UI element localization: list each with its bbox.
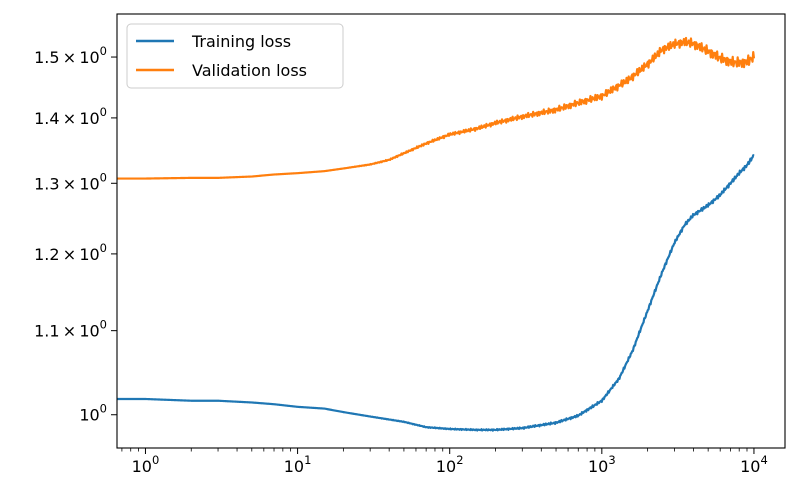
series-line-1 bbox=[116, 154, 755, 432]
series-layer bbox=[116, 36, 756, 432]
x-tick-label: 102 bbox=[436, 453, 464, 476]
y-tick-label: 1.4 × 100 bbox=[34, 105, 107, 128]
series-line-2 bbox=[116, 36, 756, 180]
y-tick-label: 1.1 × 100 bbox=[34, 318, 107, 341]
legend-label-1: Training loss bbox=[191, 32, 291, 51]
x-tick-label: 100 bbox=[132, 453, 160, 476]
axes-frame bbox=[116, 13, 786, 449]
y-tick-label: 1.5 × 100 bbox=[34, 44, 107, 67]
legend: Training loss Validation loss bbox=[126, 23, 344, 89]
legend-box bbox=[126, 23, 344, 89]
x-tick-label: 103 bbox=[588, 453, 616, 476]
y-tick-label: 100 bbox=[79, 402, 107, 425]
x-tick-label: 104 bbox=[740, 453, 768, 476]
legend-label-2: Validation loss bbox=[192, 61, 307, 80]
axes-layer: 100 101 102 103 104 100 1.1 × 100 1.2 × 100 1.3 … bbox=[34, 13, 786, 476]
y-tick-label: 1.3 × 100 bbox=[34, 170, 107, 193]
x-tick-label: 101 bbox=[284, 453, 312, 476]
y-tick-label: 1.2 × 100 bbox=[34, 241, 107, 264]
